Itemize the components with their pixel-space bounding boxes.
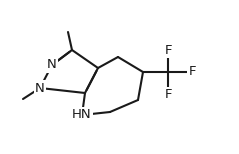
Text: N: N: [35, 81, 45, 95]
Text: HN: HN: [72, 109, 92, 122]
Text: N: N: [47, 59, 57, 71]
Text: F: F: [164, 89, 172, 101]
Text: F: F: [164, 43, 172, 57]
Text: F: F: [188, 65, 196, 79]
